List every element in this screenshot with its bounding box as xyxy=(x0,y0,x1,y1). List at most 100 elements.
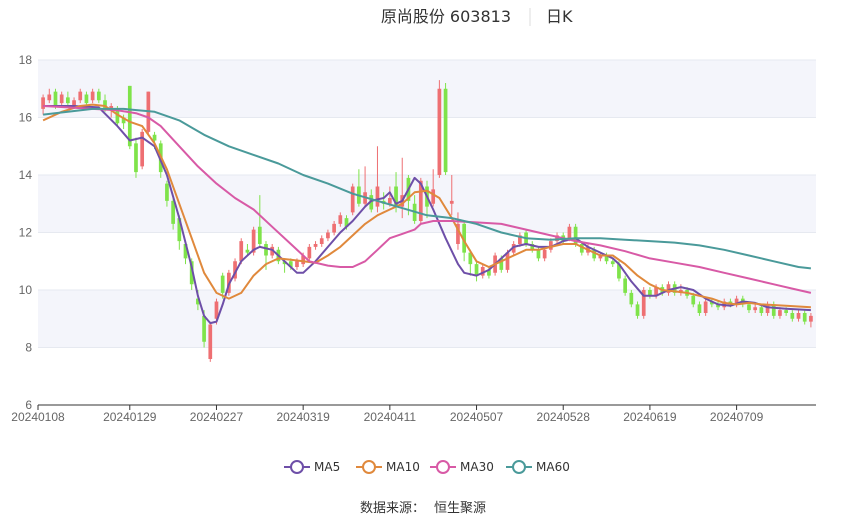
candle-body xyxy=(394,186,398,207)
candle-body xyxy=(344,218,349,227)
legend-item-ma5[interactable]: MA5 xyxy=(284,460,340,474)
candle-down xyxy=(245,244,250,256)
candle-up xyxy=(239,238,244,265)
candle-body xyxy=(171,200,175,224)
x-tick-label: 20240319 xyxy=(276,410,330,424)
candle-body xyxy=(462,223,467,253)
candle-down xyxy=(165,180,169,207)
source-name: 恒生聚源 xyxy=(434,501,486,516)
legend-item-ma30[interactable]: MA30 xyxy=(430,460,494,474)
candle-down xyxy=(220,272,225,299)
candle-body xyxy=(165,183,169,201)
candle-up xyxy=(78,88,83,104)
candle-body xyxy=(555,235,559,242)
candle-body xyxy=(530,244,535,250)
candle-body xyxy=(691,295,696,305)
candle-body xyxy=(487,269,491,276)
candle-up xyxy=(319,235,324,247)
candle-body xyxy=(474,264,479,276)
candle-up xyxy=(350,183,355,216)
y-tick-label: 14 xyxy=(19,168,33,182)
legend-marker-icon xyxy=(290,460,304,474)
data-source: 数据来源： 恒生聚源 xyxy=(360,501,486,516)
candle-body xyxy=(177,218,182,242)
grid-band xyxy=(38,290,816,348)
candle-body xyxy=(103,100,107,109)
candle-up xyxy=(431,169,436,207)
y-tick-label: 8 xyxy=(25,341,32,355)
candle-body xyxy=(567,226,572,239)
candle-up xyxy=(449,175,454,216)
candle-body xyxy=(282,261,287,265)
candle-body xyxy=(387,198,392,204)
y-axis: 6 8 10 12 14 16 18 xyxy=(19,53,33,412)
candle-body xyxy=(617,264,621,279)
candle-down xyxy=(443,83,448,175)
candle-body xyxy=(78,91,83,101)
candle-body xyxy=(456,223,460,244)
candle-up xyxy=(387,186,392,207)
candle-down xyxy=(697,301,702,316)
y-tick-label: 18 xyxy=(19,53,33,67)
candle-body xyxy=(350,186,355,213)
candle-body xyxy=(96,91,101,101)
candle-body xyxy=(573,226,578,244)
chart-title: 原尚股份 603813 日K xyxy=(381,7,573,26)
candle-body xyxy=(319,238,324,244)
legend-item-ma10[interactable]: MA10 xyxy=(356,460,420,474)
candle-body xyxy=(369,195,374,210)
candle-down xyxy=(716,301,720,311)
candle-body xyxy=(152,134,157,141)
legend-marker-icon xyxy=(512,460,526,474)
candle-body xyxy=(629,292,634,305)
candle-body xyxy=(214,301,219,319)
candle-body xyxy=(121,117,126,124)
candle-body xyxy=(542,249,547,259)
candle-up xyxy=(809,313,813,328)
y-tick-label: 6 xyxy=(25,398,32,412)
candle-body xyxy=(623,278,628,293)
candle-up xyxy=(140,129,145,170)
candle-body xyxy=(326,232,330,239)
candle-body xyxy=(84,94,89,104)
candle-up xyxy=(555,232,559,244)
candle-body xyxy=(480,267,485,276)
candle-body xyxy=(127,85,132,147)
candle-body xyxy=(579,244,584,253)
candle-body xyxy=(598,255,603,259)
candle-body xyxy=(245,249,250,253)
chart-period-text: 日K xyxy=(546,7,573,26)
legend-marker-icon xyxy=(436,460,450,474)
candle-up xyxy=(437,80,442,178)
candle-body xyxy=(431,189,436,204)
legend-item-ma60[interactable]: MA60 xyxy=(506,460,570,474)
candle-up xyxy=(146,91,151,135)
candle-body xyxy=(301,255,306,265)
candle-down xyxy=(121,114,126,129)
x-tick-label: 20240507 xyxy=(450,410,504,424)
candle-body xyxy=(790,313,795,319)
candle-body xyxy=(809,315,813,322)
candle-down xyxy=(759,304,764,316)
candle-up xyxy=(796,310,801,322)
candle-body xyxy=(66,97,70,104)
candle-body xyxy=(72,100,76,106)
candle-body xyxy=(536,249,541,259)
x-tick-label: 20240129 xyxy=(103,410,157,424)
candle-body xyxy=(295,261,299,267)
candle-body xyxy=(610,261,615,265)
legend[interactable]: MA5 MA10 MA30 MA60 xyxy=(284,460,570,474)
candle-down xyxy=(635,301,640,319)
ma-line-ma10 xyxy=(42,103,811,309)
x-tick-label: 20240411 xyxy=(364,410,417,424)
candle-body xyxy=(641,290,646,316)
candle-up xyxy=(313,241,318,250)
y-tick-label: 10 xyxy=(19,283,33,297)
candle-body xyxy=(375,186,380,207)
candle-body xyxy=(288,261,293,267)
x-tick-label: 20240108 xyxy=(11,410,65,424)
candle-body xyxy=(332,223,336,233)
candle-body xyxy=(270,246,275,256)
candle-body xyxy=(518,235,522,244)
candle-body xyxy=(220,275,225,293)
